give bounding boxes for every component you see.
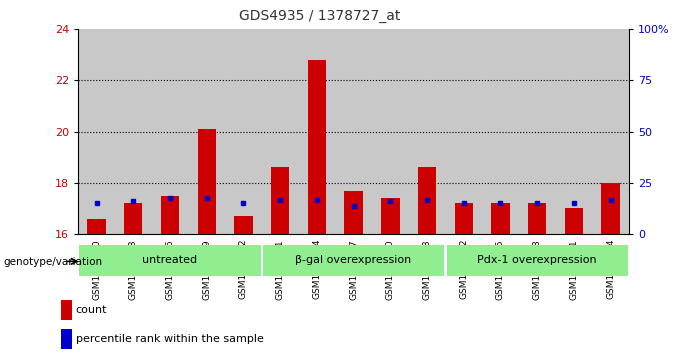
Bar	[87, 219, 106, 234]
Bar	[299, 29, 335, 234]
Bar	[491, 203, 510, 234]
Text: untreated: untreated	[142, 256, 198, 265]
Text: β-gal overexpression: β-gal overexpression	[296, 256, 411, 265]
FancyBboxPatch shape	[447, 245, 628, 276]
Bar	[564, 208, 583, 234]
Bar	[602, 183, 620, 234]
Bar	[592, 29, 629, 234]
Bar	[528, 203, 547, 234]
Text: genotype/variation: genotype/variation	[3, 257, 103, 267]
Bar	[234, 216, 253, 234]
Bar	[454, 203, 473, 234]
Bar	[61, 300, 71, 320]
Bar	[78, 29, 115, 234]
Bar	[124, 203, 142, 234]
Bar	[335, 29, 372, 234]
FancyBboxPatch shape	[263, 245, 444, 276]
Bar	[115, 29, 152, 234]
Text: count: count	[75, 305, 107, 315]
Bar	[160, 196, 180, 234]
Bar	[271, 167, 290, 234]
Bar	[372, 29, 409, 234]
Bar	[225, 29, 262, 234]
Bar	[61, 329, 71, 349]
Bar	[381, 198, 400, 234]
Bar	[152, 29, 188, 234]
Bar	[482, 29, 519, 234]
FancyBboxPatch shape	[80, 245, 260, 276]
Text: percentile rank within the sample: percentile rank within the sample	[75, 334, 264, 344]
Text: GDS4935 / 1378727_at: GDS4935 / 1378727_at	[239, 9, 401, 23]
Bar	[344, 191, 363, 234]
Bar	[197, 129, 216, 234]
Bar	[519, 29, 556, 234]
Bar	[445, 29, 482, 234]
Bar	[409, 29, 445, 234]
Bar	[188, 29, 225, 234]
Bar	[418, 167, 437, 234]
Text: Pdx-1 overexpression: Pdx-1 overexpression	[477, 256, 597, 265]
Bar	[307, 60, 326, 234]
Bar	[556, 29, 592, 234]
Bar	[262, 29, 299, 234]
